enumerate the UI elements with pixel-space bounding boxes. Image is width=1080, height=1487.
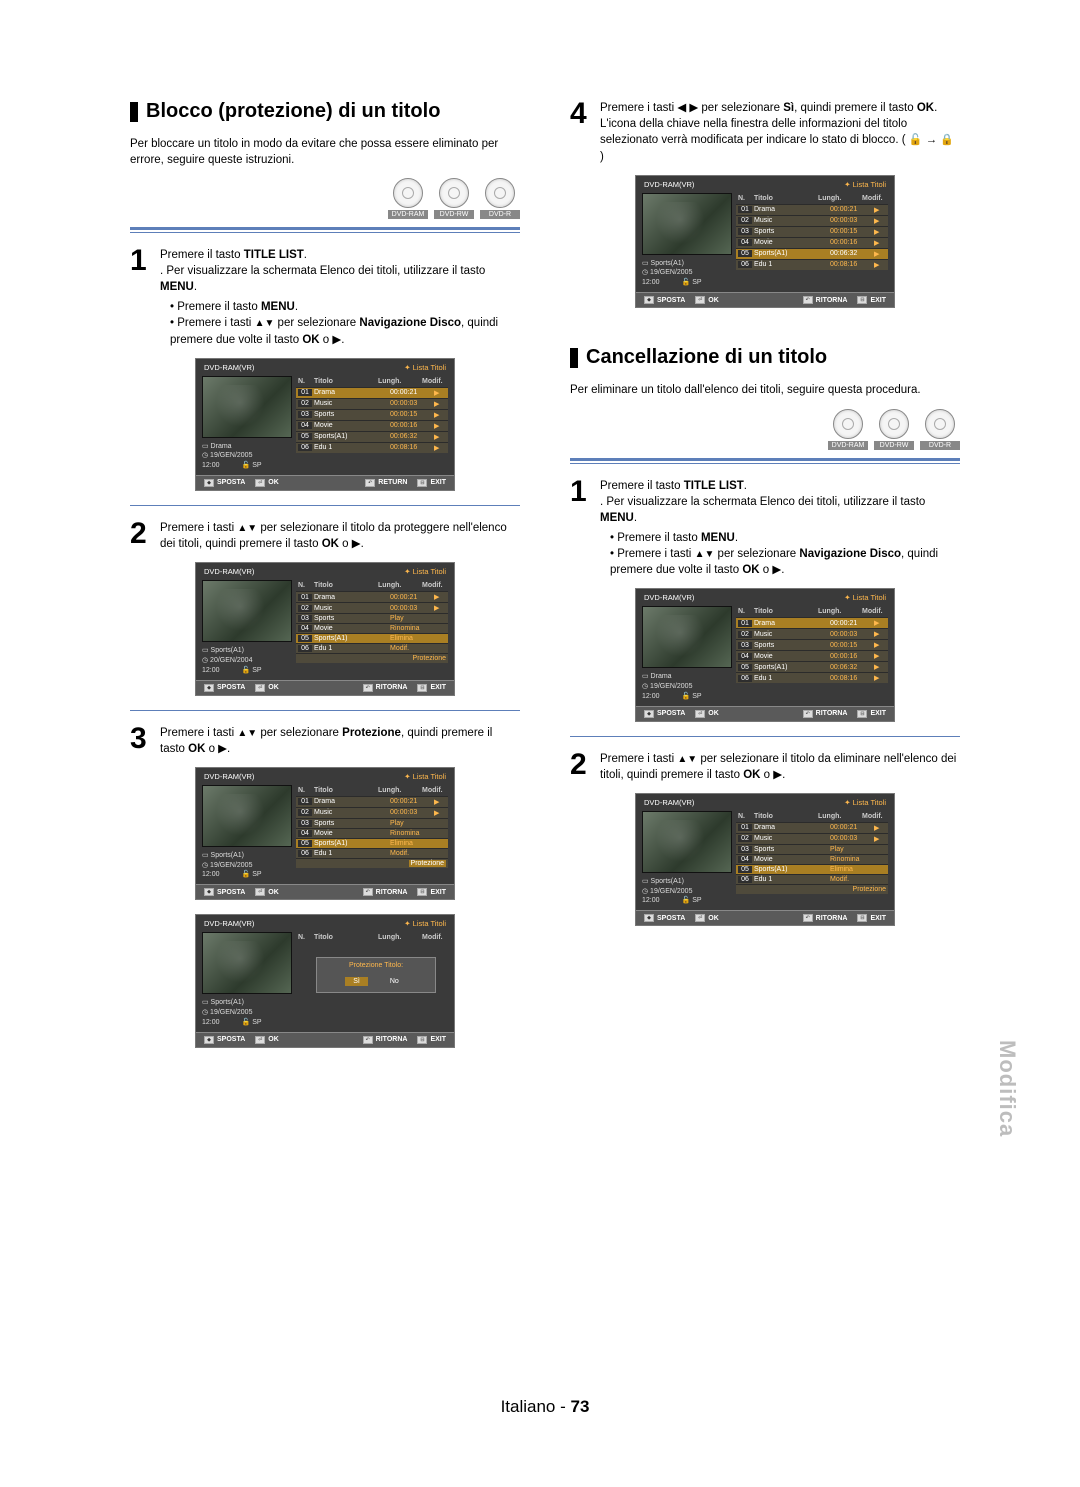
section-title-lock: Blocco (protezione) di un titolo <box>130 100 520 123</box>
disc-icon: DVD-RAM <box>388 178 428 219</box>
step-2r: 2 Premere i tasti ▲▼ per selezionare il … <box>570 751 960 783</box>
title-text: Blocco (protezione) di un titolo <box>146 100 440 123</box>
lock-closed-icon: 🔒 <box>940 134 954 146</box>
osd-screenshot: DVD-RAM(VR)✦ Lista Titoli ▭ Sports(A1) ◷… <box>635 793 895 926</box>
title-marker <box>130 102 138 122</box>
rule <box>130 227 520 233</box>
osd-screenshot: DVD-RAM(VR)✦ Lista Titoli ▭ Drama ◷ 19/G… <box>635 588 895 721</box>
step-1: 1 Premere il tasto TITLE LIST. . Per vis… <box>130 247 520 348</box>
lock-open-icon: 🔓 <box>909 134 923 146</box>
disc-icon: DVD-RW <box>434 178 474 219</box>
step-3: 3 Premere i tasti ▲▼ per selezionare Pro… <box>130 725 520 757</box>
section-title-delete: Cancellazione di un titolo <box>570 346 960 369</box>
osd-screenshot: DVD-RAM(VR)✦ Lista Titoli ▭ Sports(A1) ◷… <box>195 767 455 900</box>
right-column: 4 Premere i tasti ◀ ▶ per selezionare Sì… <box>570 100 960 1062</box>
disc-icon: DVD-R <box>480 178 520 219</box>
disc-row-1: DVD-RAM DVD-RW DVD-R <box>130 178 520 219</box>
intro-lock: Per bloccare un titolo in modo da evitar… <box>130 137 520 168</box>
osd-screenshot: DVD-RAM(VR)✦ Lista Titoli ▭ Sports(A1) ◷… <box>635 175 895 308</box>
disc-row-2: DVD-RAM DVD-RW DVD-R <box>570 409 960 450</box>
page-footer: Italiano - 73 <box>130 1397 960 1417</box>
osd-screenshot: DVD-RAM(VR)✦ Lista Titoli ▭ Sports(A1) ◷… <box>195 914 455 1047</box>
step-4: 4 Premere i tasti ◀ ▶ per selezionare Sì… <box>570 100 960 165</box>
side-tab: Modifica <box>994 1040 1020 1137</box>
step-1r: 1 Premere il tasto TITLE LIST. . Per vis… <box>570 478 960 579</box>
intro-delete: Per eliminare un titolo dall'elenco dei … <box>570 383 960 399</box>
osd-screenshot: DVD-RAM(VR)✦ Lista Titoli ▭ Drama ◷ 19/G… <box>195 358 455 491</box>
osd-screenshot: DVD-RAM(VR)✦ Lista Titoli ▭ Sports(A1) ◷… <box>195 562 455 695</box>
step-2: 2 Premere i tasti ▲▼ per selezionare il … <box>130 520 520 552</box>
left-column: Blocco (protezione) di un titolo Per blo… <box>130 100 520 1062</box>
